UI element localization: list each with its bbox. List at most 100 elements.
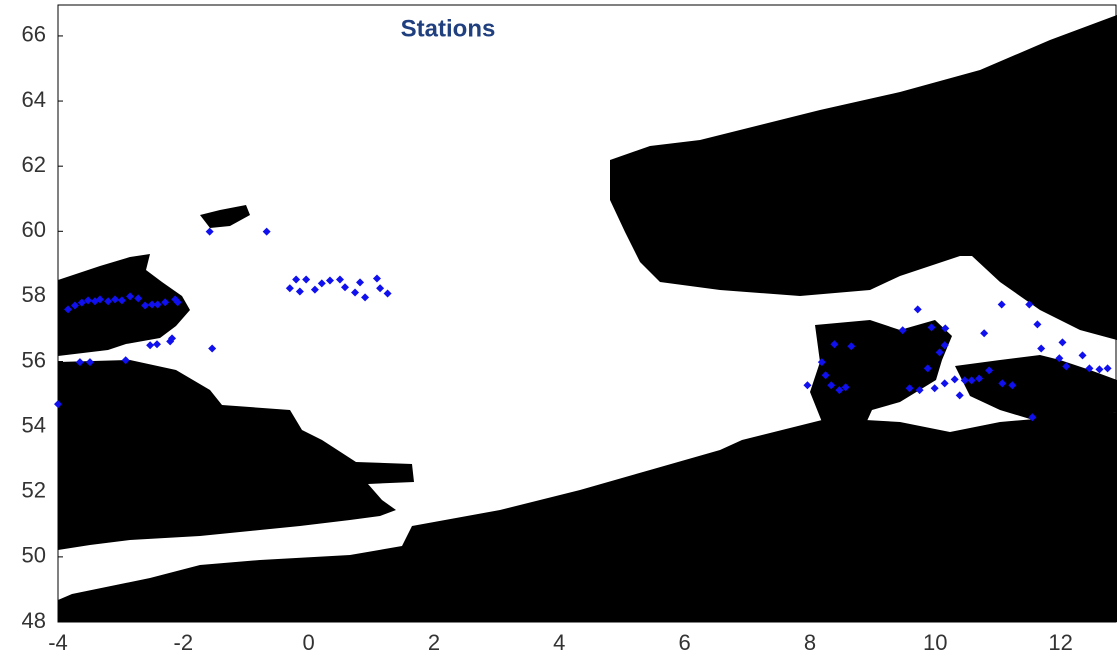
station-point bbox=[95, 295, 104, 304]
station-point bbox=[923, 364, 932, 373]
station-point bbox=[1095, 365, 1104, 374]
station-point bbox=[930, 384, 939, 393]
station-point bbox=[376, 284, 385, 293]
station-point bbox=[117, 296, 126, 305]
x-tick-label: 2 bbox=[428, 630, 440, 655]
station-point bbox=[383, 289, 392, 298]
station-point bbox=[121, 356, 130, 365]
station-point bbox=[1058, 338, 1067, 347]
station-point bbox=[168, 334, 177, 343]
station-point bbox=[335, 275, 344, 284]
station-point bbox=[147, 300, 156, 309]
station-point bbox=[817, 358, 826, 367]
station-point bbox=[372, 274, 381, 283]
station-point bbox=[285, 284, 294, 293]
station-point bbox=[905, 384, 914, 393]
station-point bbox=[70, 301, 79, 310]
y-tick-label: 52 bbox=[22, 478, 46, 503]
station-point bbox=[841, 383, 850, 392]
station-point bbox=[134, 294, 143, 303]
station-point bbox=[1055, 354, 1064, 363]
y-tick-label: 54 bbox=[22, 412, 46, 437]
station-point bbox=[967, 376, 976, 385]
station-point bbox=[960, 376, 969, 385]
station-point bbox=[295, 287, 304, 296]
chart-title: Stations bbox=[401, 15, 496, 42]
y-tick-label: 66 bbox=[22, 22, 46, 47]
station-point bbox=[940, 341, 949, 350]
station-point bbox=[85, 358, 94, 367]
station-point bbox=[997, 300, 1006, 309]
station-point bbox=[821, 371, 830, 380]
x-tick-label: 10 bbox=[923, 630, 947, 655]
y-tick-label: 62 bbox=[22, 152, 46, 177]
station-point bbox=[915, 386, 924, 395]
station-point bbox=[955, 391, 964, 400]
station-point bbox=[208, 344, 217, 353]
station-point bbox=[351, 288, 360, 297]
station-point bbox=[75, 358, 84, 367]
station-point bbox=[302, 275, 311, 284]
station-point bbox=[317, 279, 326, 288]
station-point bbox=[1103, 364, 1112, 373]
station-point bbox=[827, 381, 836, 390]
x-tick-label: -4 bbox=[48, 630, 68, 655]
y-tick-label: 60 bbox=[22, 217, 46, 242]
station-point bbox=[1025, 300, 1034, 309]
station-point bbox=[146, 341, 155, 350]
station-point bbox=[941, 324, 950, 333]
station-point bbox=[1085, 364, 1094, 373]
plot-frame bbox=[57, 4, 1117, 623]
station-point bbox=[847, 342, 856, 351]
station-point bbox=[980, 329, 989, 338]
station-point bbox=[361, 293, 370, 302]
station-point bbox=[985, 366, 994, 375]
station-point bbox=[153, 340, 162, 349]
station-point bbox=[161, 298, 170, 307]
y-tick-label: 48 bbox=[22, 608, 46, 633]
station-point bbox=[898, 326, 907, 335]
station-point bbox=[1028, 413, 1037, 422]
station-point bbox=[205, 227, 214, 236]
y-tick-label: 64 bbox=[22, 87, 46, 112]
y-tick-label: 56 bbox=[22, 347, 46, 372]
x-tick-label: 8 bbox=[804, 630, 816, 655]
x-tick-label: -2 bbox=[174, 630, 194, 655]
station-point bbox=[835, 386, 844, 395]
x-tick-label: 12 bbox=[1048, 630, 1072, 655]
station-point bbox=[84, 296, 93, 305]
station-point bbox=[975, 374, 984, 383]
station-point bbox=[54, 400, 62, 409]
station-point bbox=[1033, 320, 1042, 329]
station-point bbox=[927, 323, 936, 332]
station-point bbox=[803, 381, 812, 390]
x-tick-label: 6 bbox=[679, 630, 691, 655]
station-point bbox=[356, 278, 365, 287]
station-point bbox=[1037, 344, 1046, 353]
station-point bbox=[111, 295, 120, 304]
station-point bbox=[998, 379, 1007, 388]
station-point bbox=[950, 375, 959, 384]
station-point bbox=[1008, 381, 1017, 390]
station-point bbox=[292, 275, 301, 284]
station-point bbox=[64, 305, 73, 314]
station-point bbox=[77, 298, 86, 307]
station-point bbox=[913, 305, 922, 314]
station-point bbox=[830, 340, 839, 349]
station-point bbox=[935, 348, 944, 357]
station-point bbox=[340, 283, 349, 292]
station-point bbox=[141, 301, 150, 310]
x-tick-label: 0 bbox=[303, 630, 315, 655]
station-point bbox=[940, 379, 949, 388]
station-point bbox=[126, 292, 135, 301]
station-point bbox=[173, 298, 182, 307]
station-point bbox=[1078, 351, 1087, 360]
land bbox=[58, 15, 1117, 622]
y-tick-label: 50 bbox=[22, 543, 46, 568]
station-point bbox=[153, 300, 162, 309]
station-point bbox=[104, 297, 113, 306]
station-point bbox=[325, 276, 334, 285]
y-tick-label: 58 bbox=[22, 282, 46, 307]
station-point bbox=[262, 227, 271, 236]
